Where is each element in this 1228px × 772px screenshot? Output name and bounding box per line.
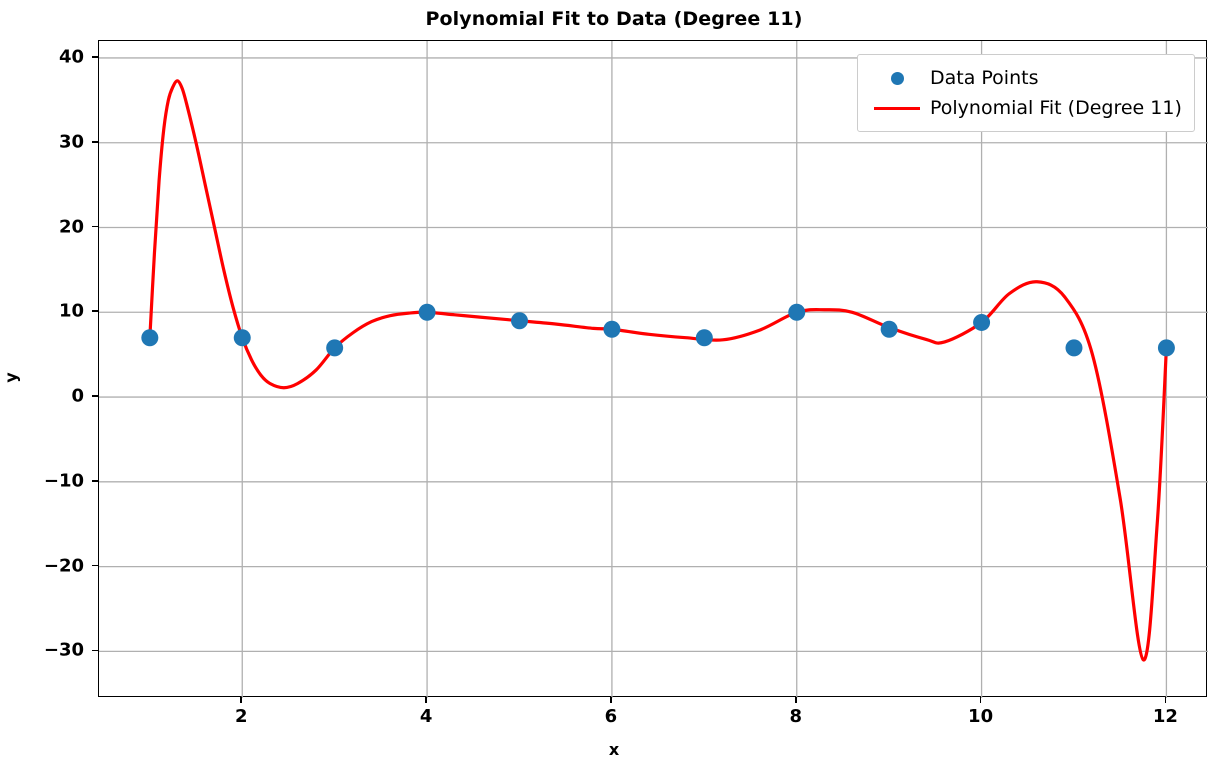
x-tick-label: 6: [604, 706, 618, 727]
x-tick-mark: [425, 697, 427, 703]
legend-label-polynomial-fit: Polynomial Fit (Degree 11): [930, 97, 1182, 119]
x-tick-mark: [240, 697, 243, 703]
y-tick-label: −20: [43, 555, 84, 577]
y-tick-label: 10: [58, 300, 84, 322]
y-tick-mark: [92, 225, 98, 228]
plot-area: [98, 40, 1208, 698]
data-points-group: [141, 303, 1175, 357]
y-tick-label: 20: [58, 216, 84, 237]
legend-item-polynomial-fit: Polynomial Fit (Degree 11): [868, 93, 1182, 123]
chart-title: Polynomial Fit to Data (Degree 11): [425, 8, 803, 30]
y-tick-mark: [92, 649, 98, 652]
plot-canvas: [99, 41, 1208, 698]
legend-item-data-points: Data Points: [868, 63, 1182, 93]
y-tick-label: 0: [71, 385, 84, 407]
chart-legend: Data Points Polynomial Fit (Degree 11): [857, 54, 1195, 132]
x-tick-mark: [610, 697, 612, 703]
x-tick-mark: [794, 697, 797, 703]
gridlines: [99, 41, 1208, 698]
y-tick-mark: [92, 480, 98, 482]
legend-marker-icon: [868, 71, 926, 85]
x-tick-label: 10: [968, 706, 994, 727]
y-tick-label: −10: [43, 470, 84, 492]
x-tick-label: 8: [789, 706, 802, 727]
legend-line-icon: [868, 106, 926, 110]
y-tick-mark: [92, 564, 98, 567]
x-tick-mark: [979, 697, 982, 703]
y-axis-label: y: [1, 372, 21, 383]
x-tick-label: 2: [234, 706, 248, 727]
y-tick-label: 30: [58, 131, 84, 153]
x-tick-label: 4: [419, 706, 433, 727]
y-tick-mark: [92, 395, 98, 397]
y-tick-label: 40: [58, 46, 84, 68]
y-tick-label: −30: [43, 639, 84, 661]
y-tick-mark: [92, 56, 98, 58]
x-tick-mark: [1164, 697, 1167, 703]
y-tick-mark: [92, 140, 98, 143]
x-axis-label: x: [608, 740, 620, 759]
x-tick-label: 12: [1152, 706, 1178, 727]
y-tick-mark: [92, 310, 98, 313]
legend-label-data-points: Data Points: [930, 67, 1039, 89]
polynomial-fit-line: [148, 79, 1169, 662]
